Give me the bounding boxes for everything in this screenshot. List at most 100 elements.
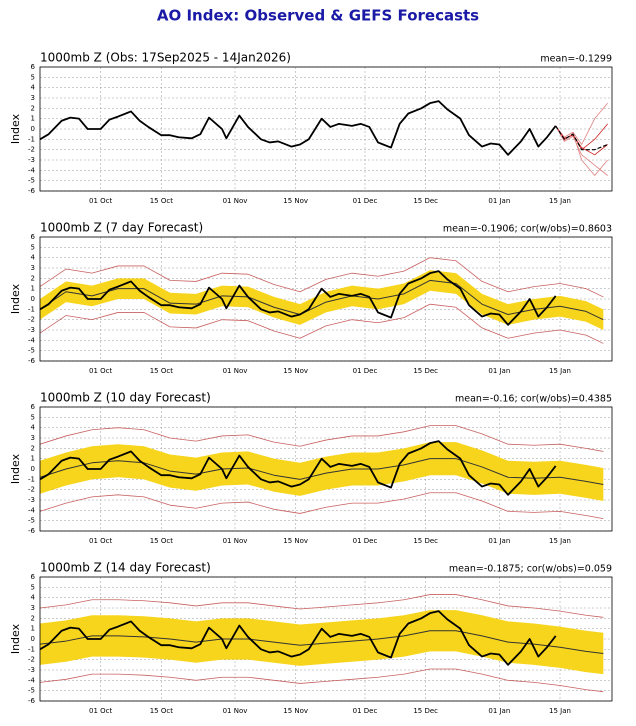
series-line — [40, 458, 604, 485]
y-tick-label: 4 — [31, 84, 36, 92]
x-tick-label: 15 Dec — [413, 537, 438, 545]
x-tick-label: 01 Nov — [223, 537, 248, 545]
x-tick-label: 01 Oct — [89, 367, 112, 375]
y-tick-label: -1 — [28, 135, 35, 143]
x-tick-label: 01 Oct — [89, 707, 112, 715]
plot-area — [40, 257, 604, 344]
y-tick-label: -4 — [28, 676, 36, 684]
y-tick-label: -6 — [28, 187, 36, 195]
x-tick-label: 01 Nov — [223, 367, 248, 375]
y-tick-label: 1 — [31, 285, 35, 293]
x-tick-label: 01 Oct — [89, 537, 112, 545]
y-tick-label: 0 — [31, 465, 35, 473]
x-tick-label: 15 Dec — [413, 367, 438, 375]
y-tick-label: 1 — [31, 455, 35, 463]
plot-frame — [39, 236, 613, 362]
plot-area — [40, 100, 608, 176]
page-title: AO Index: Observed & GEFS Forecasts — [157, 7, 479, 25]
plot-frame — [39, 406, 613, 532]
y-tick-label: 3 — [31, 264, 35, 272]
y-tick-label: 5 — [31, 73, 35, 81]
panel-annotation: mean=-0.16; cor(w/obs)=0.4385 — [455, 394, 612, 405]
y-tick-label: 0 — [31, 295, 35, 303]
y-tick-label: -5 — [28, 517, 35, 525]
spread-band — [40, 270, 604, 330]
y-tick-label: -1 — [28, 475, 35, 483]
plot-area — [40, 425, 604, 519]
x-tick-label: 01 Jan — [488, 707, 510, 715]
y-tick-label: -4 — [28, 166, 36, 174]
y-tick-label: 5 — [31, 413, 35, 421]
y-tick-label: -5 — [28, 177, 35, 185]
y-tick-label: -3 — [28, 156, 35, 164]
y-tick-label: 1 — [31, 115, 35, 123]
x-tick-label: 01 Dec — [353, 197, 378, 205]
series-line — [40, 610, 557, 666]
plot-frame — [39, 66, 613, 192]
y-tick-label: 6 — [31, 403, 36, 411]
y-tick-label: -5 — [28, 687, 35, 695]
x-tick-label: 15 Nov — [283, 197, 308, 205]
y-tick-label: -4 — [28, 506, 36, 514]
y-axis-label: Index — [9, 623, 22, 654]
series-line — [40, 668, 604, 693]
y-tick-label: 1 — [31, 625, 35, 633]
y-tick-label: -1 — [28, 305, 35, 313]
x-tick-label: 15 Oct — [150, 197, 173, 205]
series-line — [40, 440, 557, 496]
panel-title: 1000mb Z (Obs: 17Sep2025 - 14Jan2026) — [40, 51, 291, 65]
x-tick-label: 01 Jan — [488, 197, 510, 205]
x-tick-label: 01 Dec — [353, 367, 378, 375]
x-tick-label: 01 Jan — [488, 537, 510, 545]
y-tick-label: -2 — [28, 146, 35, 154]
panel-title: 1000mb Z (14 day Forecast) — [40, 561, 211, 575]
y-axis-label: Index — [9, 113, 22, 144]
series-line — [40, 279, 604, 321]
series-line — [40, 257, 604, 298]
x-tick-label: 15 Dec — [413, 707, 438, 715]
y-tick-label: -1 — [28, 645, 35, 653]
x-tick-label: 15 Jan — [549, 197, 571, 205]
plot-frame — [39, 576, 613, 702]
y-tick-label: -5 — [28, 347, 35, 355]
series-line — [40, 594, 604, 618]
x-tick-label: 15 Dec — [413, 197, 438, 205]
y-tick-label: 4 — [31, 594, 36, 602]
panel-annotation: mean=-0.1875; cor(w/obs)=0.059 — [449, 564, 612, 575]
y-tick-label: -6 — [28, 357, 36, 365]
x-tick-label: 15 Oct — [150, 367, 173, 375]
series-line — [40, 270, 557, 326]
y-tick-label: -6 — [28, 527, 36, 535]
series-line — [40, 425, 604, 452]
y-tick-label: -4 — [28, 336, 36, 344]
y-tick-label: -3 — [28, 326, 35, 334]
series-line — [40, 303, 604, 344]
series-line — [40, 100, 557, 156]
spread-band — [40, 442, 604, 502]
y-tick-label: -2 — [28, 486, 35, 494]
y-tick-label: 2 — [31, 614, 35, 622]
y-tick-label: -3 — [28, 666, 35, 674]
y-axis-label: Index — [9, 283, 22, 314]
y-tick-label: -2 — [28, 656, 35, 664]
y-tick-label: 0 — [31, 125, 35, 133]
y-tick-label: -3 — [28, 496, 35, 504]
x-tick-label: 15 Jan — [549, 367, 571, 375]
y-tick-label: 3 — [31, 94, 35, 102]
x-tick-label: 15 Jan — [549, 707, 571, 715]
y-tick-label: 6 — [31, 573, 36, 581]
x-tick-label: 01 Nov — [223, 197, 248, 205]
y-tick-label: 4 — [31, 424, 36, 432]
spread-band — [40, 610, 604, 675]
series-line — [40, 630, 604, 654]
y-tick-label: -6 — [28, 697, 36, 705]
panel-annotation: mean=-0.1299 — [540, 54, 612, 65]
x-tick-label: 01 Dec — [353, 537, 378, 545]
y-tick-label: -2 — [28, 316, 35, 324]
x-tick-label: 15 Jan — [549, 537, 571, 545]
series-line — [555, 125, 608, 151]
x-tick-label: 15 Nov — [283, 707, 308, 715]
x-tick-label: 15 Oct — [150, 537, 173, 545]
y-tick-label: 3 — [31, 434, 35, 442]
